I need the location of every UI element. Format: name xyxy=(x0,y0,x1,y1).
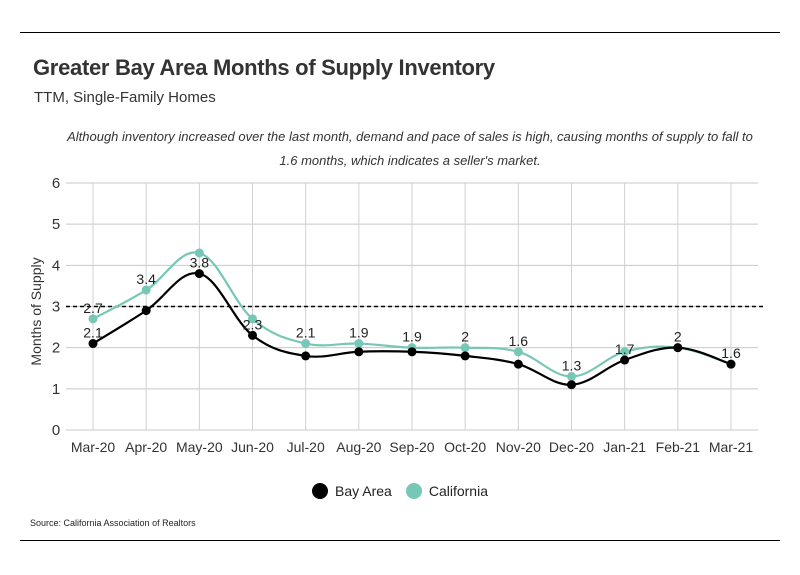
bay-area-data-label: 2.3 xyxy=(243,316,263,332)
x-tick-label: Aug-20 xyxy=(336,439,381,455)
legend-label-california: California xyxy=(428,483,488,499)
bay-area-data-label: 2.1 xyxy=(83,325,103,341)
california-data-label: 2 xyxy=(461,329,469,345)
y-tick-label: 4 xyxy=(52,257,60,274)
x-tick-label: Mar-21 xyxy=(709,439,754,455)
bay-area-point xyxy=(513,359,523,369)
bay-area-point xyxy=(194,269,204,279)
california-point xyxy=(620,347,630,357)
x-tick-label: Oct-20 xyxy=(444,439,486,455)
bay-area-point xyxy=(141,306,151,316)
california-data-label: 1.6 xyxy=(509,333,529,349)
california-point xyxy=(141,285,151,295)
x-tick-label: Feb-21 xyxy=(656,439,701,455)
bay-area-point xyxy=(673,343,683,353)
bay-area-point xyxy=(567,380,576,390)
y-tick-label: 6 xyxy=(52,175,60,192)
bay-area-point xyxy=(248,330,257,340)
x-tick-label: Mar-20 xyxy=(71,439,116,455)
bay-area-point xyxy=(354,347,364,357)
chart-legend: Bay Area California xyxy=(0,483,800,499)
california-point xyxy=(88,314,98,324)
california-point xyxy=(194,248,204,258)
y-tick-label: 3 xyxy=(52,299,60,316)
y-tick-label: 2 xyxy=(52,340,60,357)
x-tick-label: May-20 xyxy=(176,439,223,455)
bay-area-point xyxy=(407,347,417,357)
california-point xyxy=(513,347,523,357)
california-data-label: 2 xyxy=(674,329,682,345)
california-point xyxy=(354,339,364,349)
chart-title: Greater Bay Area Months of Supply Invent… xyxy=(33,55,495,80)
california-data-label: 1.3 xyxy=(562,357,582,373)
y-tick-label: 5 xyxy=(52,216,60,233)
bay-area-data-label: 1.7 xyxy=(615,341,635,357)
bay-area-point xyxy=(460,351,470,361)
x-tick-label: Dec-20 xyxy=(549,439,594,455)
california-point xyxy=(460,343,470,353)
chart-annotation: Although inventory increased over the la… xyxy=(67,129,753,168)
x-tick-label: Jul-20 xyxy=(287,439,325,455)
california-point xyxy=(248,314,257,324)
y-axis-label: Months of Supply xyxy=(28,257,44,365)
x-tick-label: Apr-20 xyxy=(125,439,167,455)
legend-swatch-california xyxy=(405,483,422,499)
california-data-label: 2.7 xyxy=(83,300,103,316)
legend-label-bay-area: Bay Area xyxy=(335,483,392,499)
california-point xyxy=(567,371,576,381)
bay-area-point xyxy=(88,339,98,349)
bay-area-point xyxy=(620,355,630,365)
bay-area-point xyxy=(301,351,311,361)
y-tick-label: 0 xyxy=(52,422,60,439)
top-rule xyxy=(20,32,780,33)
bay-area-data-label: 3.8 xyxy=(190,255,210,271)
chart-subtitle: TTM, Single-Family Homes xyxy=(34,89,216,106)
y-tick-label: 1 xyxy=(52,381,60,398)
legend-item-california: California xyxy=(405,483,488,499)
x-tick-label: Jun-20 xyxy=(231,439,274,455)
california-data-label: 2.1 xyxy=(296,325,316,341)
x-tick-label: Jan-21 xyxy=(603,439,646,455)
california-data-label: 3.4 xyxy=(136,271,156,287)
x-tick-label: Nov-20 xyxy=(496,439,541,455)
bay-area-point xyxy=(726,359,736,369)
california-data-label: 1.6 xyxy=(721,345,741,361)
bottom-rule xyxy=(20,540,780,541)
california-point xyxy=(301,339,311,349)
source-note: Source: California Association of Realto… xyxy=(30,518,196,528)
california-data-label: 1.9 xyxy=(349,325,369,341)
x-tick-label: Sep-20 xyxy=(389,439,434,455)
california-data-label: 1.9 xyxy=(402,329,422,345)
legend-item-bay-area: Bay Area xyxy=(312,483,392,499)
legend-swatch-bay-area xyxy=(312,483,329,499)
